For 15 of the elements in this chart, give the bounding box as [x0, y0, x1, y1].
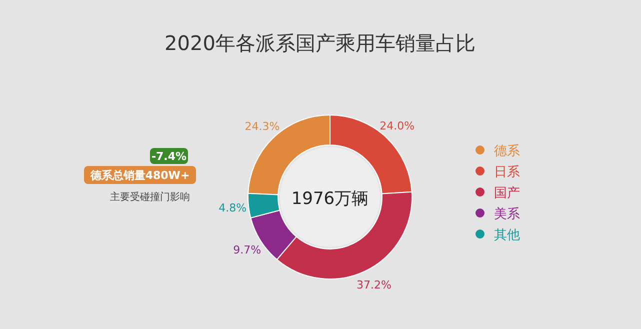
- text: -7.4%: [151, 150, 187, 163]
- data-label: 4.8%: [218, 201, 247, 214]
- legend-label: 其他: [494, 228, 520, 243]
- legend-label: 美系: [494, 206, 520, 222]
- chart-title: 2020年各派系国产乘用车销量占比: [164, 31, 476, 55]
- text: 主要受碰撞门影响: [110, 191, 190, 203]
- text: 1976万辆: [291, 189, 369, 209]
- legend-label: 德系: [494, 144, 520, 159]
- data-label: 9.7%: [233, 243, 262, 256]
- data-label: 37.2%: [356, 278, 392, 292]
- legend-label: 国产: [494, 186, 520, 201]
- data-label: 24.3%: [244, 120, 280, 134]
- legend-label: 日系: [494, 165, 520, 180]
- text: 德系总销量480W+: [89, 169, 190, 182]
- data-label: 24.0%: [380, 120, 415, 133]
